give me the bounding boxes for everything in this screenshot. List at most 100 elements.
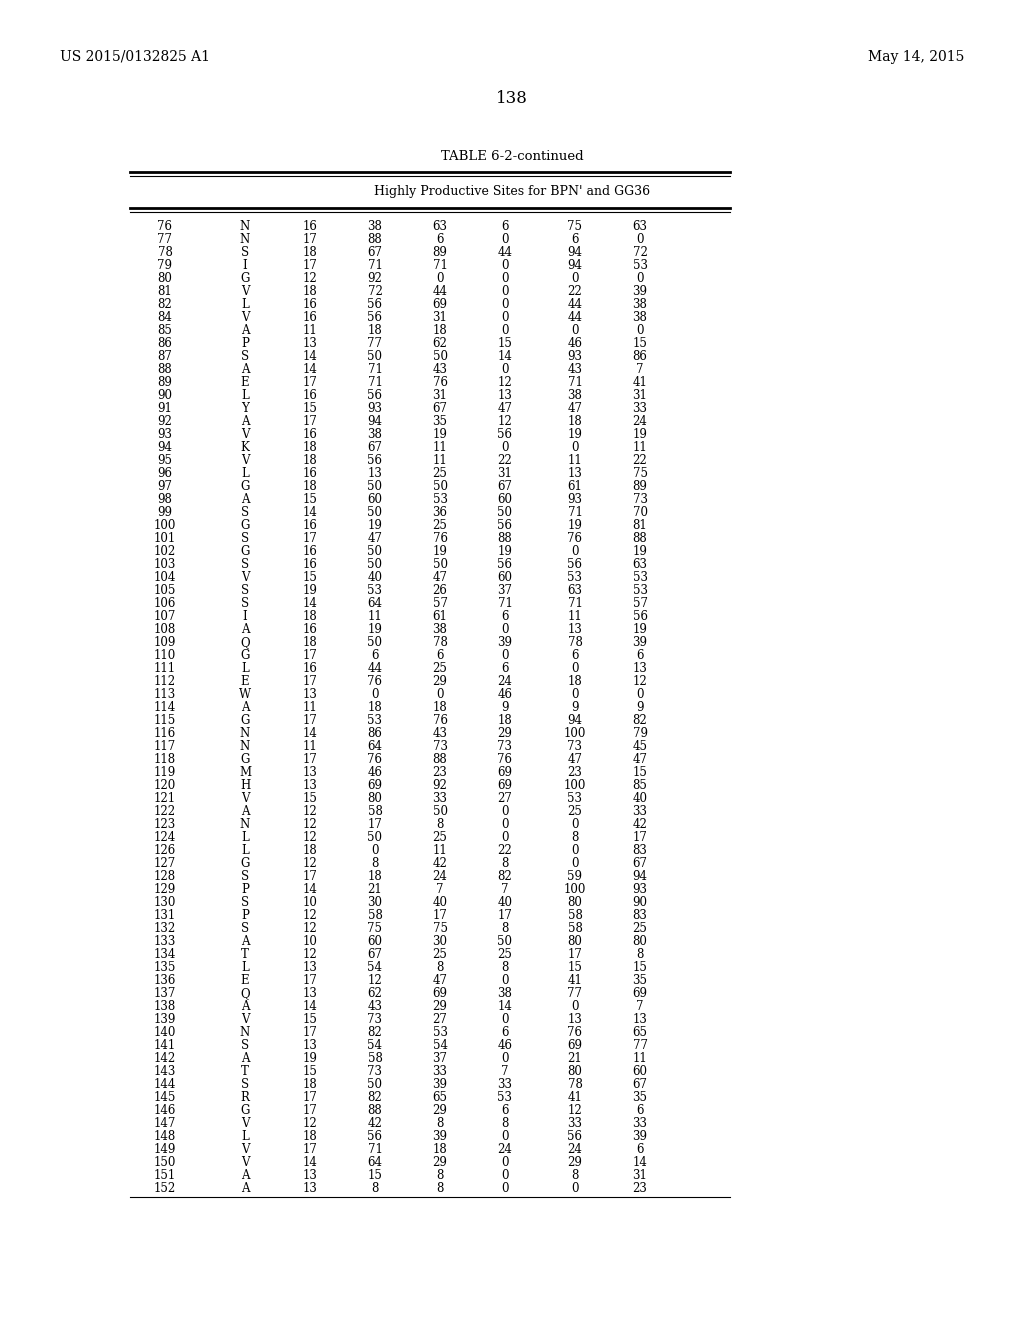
Text: 44: 44 [567,312,583,323]
Text: 75: 75 [633,467,647,480]
Text: 88: 88 [633,532,647,545]
Text: I: I [243,259,248,272]
Text: 96: 96 [158,467,172,480]
Text: 78: 78 [567,636,583,649]
Text: 43: 43 [432,363,447,376]
Text: 77: 77 [368,337,383,350]
Text: 82: 82 [633,714,647,727]
Text: V: V [241,285,249,298]
Text: 88: 88 [432,752,447,766]
Text: 73: 73 [567,741,583,752]
Text: 0: 0 [571,688,579,701]
Text: 17: 17 [498,909,512,921]
Text: 15: 15 [633,766,647,779]
Text: 0: 0 [502,818,509,832]
Text: 29: 29 [498,727,512,741]
Text: 135: 135 [154,961,176,974]
Text: G: G [241,545,250,558]
Text: 45: 45 [633,741,647,752]
Text: 13: 13 [498,389,512,403]
Text: 86: 86 [158,337,172,350]
Text: 17: 17 [302,649,317,663]
Text: 0: 0 [502,298,509,312]
Text: 31: 31 [633,1170,647,1181]
Text: 8: 8 [636,948,644,961]
Text: 112: 112 [154,675,176,688]
Text: 11: 11 [432,454,447,467]
Text: 12: 12 [567,1104,583,1117]
Text: 18: 18 [303,441,317,454]
Text: E: E [241,974,249,987]
Text: 56: 56 [368,1130,383,1143]
Text: 94: 94 [158,441,172,454]
Text: 76: 76 [567,1026,583,1039]
Text: 18: 18 [432,323,447,337]
Text: 37: 37 [432,1052,447,1065]
Text: 0: 0 [502,974,509,987]
Text: 53: 53 [567,572,583,583]
Text: 152: 152 [154,1181,176,1195]
Text: 12: 12 [303,857,317,870]
Text: 8: 8 [502,921,509,935]
Text: N: N [240,818,250,832]
Text: 12: 12 [303,948,317,961]
Text: 0: 0 [571,857,579,870]
Text: 53: 53 [368,714,383,727]
Text: 15: 15 [302,403,317,414]
Text: 8: 8 [571,1170,579,1181]
Text: V: V [241,454,249,467]
Text: L: L [241,1130,249,1143]
Text: 67: 67 [368,246,383,259]
Text: 60: 60 [368,935,383,948]
Text: N: N [240,727,250,741]
Text: 35: 35 [633,1092,647,1104]
Text: G: G [241,649,250,663]
Text: 19: 19 [302,1052,317,1065]
Text: L: L [241,298,249,312]
Text: 16: 16 [302,623,317,636]
Text: 64: 64 [368,741,383,752]
Text: 76: 76 [432,376,447,389]
Text: 75: 75 [432,921,447,935]
Text: 0: 0 [502,1156,509,1170]
Text: 50: 50 [368,350,383,363]
Text: 84: 84 [158,312,172,323]
Text: 63: 63 [432,220,447,234]
Text: 107: 107 [154,610,176,623]
Text: 58: 58 [368,909,382,921]
Text: 151: 151 [154,1170,176,1181]
Text: 56: 56 [498,428,512,441]
Text: 90: 90 [633,896,647,909]
Text: Highly Productive Sites for BPN' and GG36: Highly Productive Sites for BPN' and GG3… [374,185,650,198]
Text: 40: 40 [498,896,512,909]
Text: G: G [241,1104,250,1117]
Text: 89: 89 [633,480,647,492]
Text: 12: 12 [303,921,317,935]
Text: T: T [241,1065,249,1078]
Text: TABLE 6-2-continued: TABLE 6-2-continued [440,150,584,162]
Text: 50: 50 [498,506,512,519]
Text: 113: 113 [154,688,176,701]
Text: 15: 15 [302,1065,317,1078]
Text: 90: 90 [158,389,172,403]
Text: 85: 85 [633,779,647,792]
Text: 60: 60 [498,492,512,506]
Text: 6: 6 [571,649,579,663]
Text: 16: 16 [302,545,317,558]
Text: 62: 62 [432,337,447,350]
Text: 69: 69 [368,779,383,792]
Text: 16: 16 [302,663,317,675]
Text: 16: 16 [302,519,317,532]
Text: 6: 6 [372,649,379,663]
Text: S: S [241,246,249,259]
Text: L: L [241,832,249,843]
Text: 13: 13 [302,1170,317,1181]
Text: 80: 80 [368,792,382,805]
Text: 63: 63 [633,220,647,234]
Text: 69: 69 [633,987,647,1001]
Text: 78: 78 [158,246,172,259]
Text: 117: 117 [154,741,176,752]
Text: T: T [241,948,249,961]
Text: G: G [241,857,250,870]
Text: 128: 128 [154,870,176,883]
